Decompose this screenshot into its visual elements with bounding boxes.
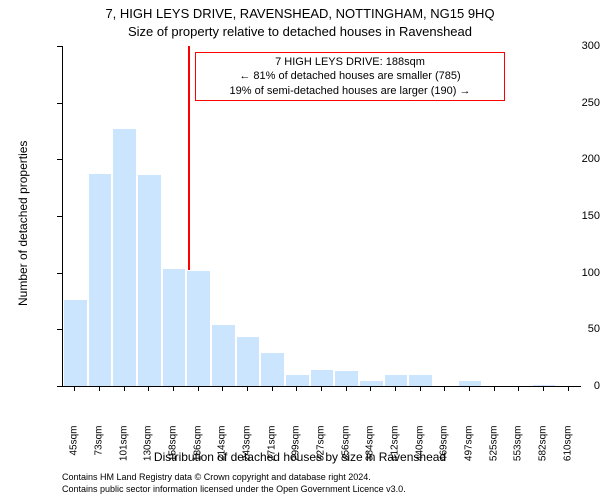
x-tick-mark — [296, 386, 297, 391]
x-tick-label: 73sqm — [94, 426, 105, 486]
x-tick-mark — [494, 386, 495, 391]
x-tick-mark — [173, 386, 174, 391]
x-tick-label: 525sqm — [488, 426, 499, 486]
y-tick-label: 250 — [548, 97, 600, 109]
bar — [334, 370, 359, 386]
x-tick-label: 497sqm — [464, 426, 475, 486]
x-tick-label: 271sqm — [266, 426, 277, 486]
bar — [112, 128, 137, 386]
y-tick-mark — [57, 159, 62, 160]
info-box-line1: 7 HIGH LEYS DRIVE: 188sqm — [200, 55, 500, 69]
y-tick-label: 100 — [548, 267, 600, 279]
x-tick-mark — [568, 386, 569, 391]
y-tick-mark — [57, 216, 62, 217]
x-tick-label: 384sqm — [365, 426, 376, 486]
bar — [162, 268, 187, 386]
x-tick-mark — [74, 386, 75, 391]
x-tick-mark — [543, 386, 544, 391]
x-tick-mark — [124, 386, 125, 391]
x-tick-label: 610sqm — [562, 426, 573, 486]
x-tick-label: 158sqm — [168, 426, 179, 486]
x-tick-label: 243sqm — [242, 426, 253, 486]
bar — [63, 299, 88, 386]
y-tick-label: 50 — [548, 323, 600, 335]
bar — [310, 369, 335, 386]
y-tick-label: 300 — [548, 40, 600, 52]
x-tick-mark — [420, 386, 421, 391]
y-axis-label: Number of detached properties — [16, 141, 30, 306]
bar — [88, 173, 113, 386]
x-tick-mark — [444, 386, 445, 391]
x-tick-label: 356sqm — [340, 426, 351, 486]
x-tick-label: 327sqm — [316, 426, 327, 486]
y-tick-label: 0 — [548, 380, 600, 392]
y-tick-mark — [57, 273, 62, 274]
y-tick-mark — [57, 103, 62, 104]
x-tick-mark — [370, 386, 371, 391]
x-tick-label: 412sqm — [390, 426, 401, 486]
x-tick-mark — [247, 386, 248, 391]
bar — [408, 374, 433, 386]
bar — [137, 174, 162, 386]
chart-container: { "title": { "text": "7, HIGH LEYS DRIVE… — [0, 0, 600, 500]
x-tick-mark — [99, 386, 100, 391]
x-tick-label: 214sqm — [217, 426, 228, 486]
bar — [211, 324, 236, 386]
bar — [359, 380, 384, 386]
info-box-line2: ← 81% of detached houses are smaller (78… — [200, 69, 500, 83]
y-tick-mark — [57, 329, 62, 330]
bar — [507, 385, 532, 386]
x-tick-label: 299sqm — [291, 426, 302, 486]
x-tick-label: 469sqm — [439, 426, 450, 486]
y-tick-label: 200 — [548, 153, 600, 165]
x-tick-label: 582sqm — [538, 426, 549, 486]
x-tick-mark — [518, 386, 519, 391]
bar — [433, 385, 458, 386]
y-tick-label: 150 — [548, 210, 600, 222]
bar — [186, 270, 211, 386]
info-box: 7 HIGH LEYS DRIVE: 188sqm ← 81% of detac… — [195, 52, 505, 101]
x-tick-label: 186sqm — [192, 426, 203, 486]
footer-line-2: Contains public sector information licen… — [62, 484, 406, 494]
x-tick-mark — [148, 386, 149, 391]
y-tick-mark — [57, 46, 62, 47]
x-tick-label: 45sqm — [69, 426, 80, 486]
y-tick-mark — [57, 386, 62, 387]
x-tick-label: 101sqm — [118, 426, 129, 486]
x-tick-label: 440sqm — [414, 426, 425, 486]
plot-area: 7 HIGH LEYS DRIVE: 188sqm ← 81% of detac… — [62, 46, 581, 387]
bar — [236, 336, 261, 386]
bar — [482, 385, 507, 386]
x-tick-mark — [469, 386, 470, 391]
bar — [260, 352, 285, 386]
x-tick-mark — [222, 386, 223, 391]
x-tick-mark — [321, 386, 322, 391]
info-box-line3: 19% of semi-detached houses are larger (… — [200, 84, 500, 98]
chart-subtitle: Size of property relative to detached ho… — [0, 24, 600, 39]
bar — [285, 374, 310, 386]
x-tick-mark — [346, 386, 347, 391]
bar — [384, 374, 409, 386]
x-tick-mark — [395, 386, 396, 391]
x-tick-mark — [272, 386, 273, 391]
x-tick-label: 130sqm — [143, 426, 154, 486]
x-tick-mark — [198, 386, 199, 391]
x-tick-label: 553sqm — [513, 426, 524, 486]
chart-title: 7, HIGH LEYS DRIVE, RAVENSHEAD, NOTTINGH… — [0, 6, 600, 21]
